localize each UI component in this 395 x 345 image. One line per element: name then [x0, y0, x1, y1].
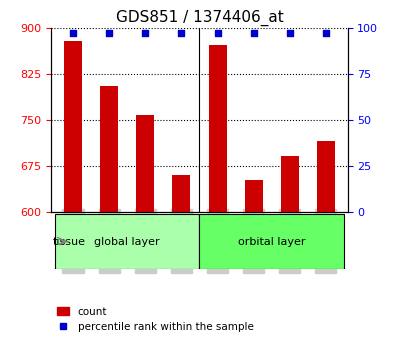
Point [178, 30, 184, 36]
FancyBboxPatch shape [199, 215, 344, 269]
Bar [245, 180, 263, 211]
Point [250, 30, 257, 36]
Point [142, 30, 149, 36]
Point [287, 30, 293, 36]
Point [214, 30, 221, 36]
Bar [317, 141, 335, 211]
Bar [209, 45, 227, 211]
Bar [281, 156, 299, 211]
Legend: count, percentile rank within the sample: count, percentile rank within the sample [53, 303, 258, 336]
Point [323, 30, 329, 36]
Bar [100, 86, 118, 211]
Bar [64, 41, 82, 211]
Bar [172, 175, 190, 211]
Bar [136, 115, 154, 211]
Title: GDS851 / 1374406_at: GDS851 / 1374406_at [116, 10, 283, 26]
FancyBboxPatch shape [55, 215, 199, 269]
Point [70, 30, 76, 36]
Point [106, 30, 112, 36]
Text: global layer: global layer [94, 237, 160, 246]
Text: orbital layer: orbital layer [238, 237, 305, 246]
Text: tissue: tissue [53, 237, 86, 246]
